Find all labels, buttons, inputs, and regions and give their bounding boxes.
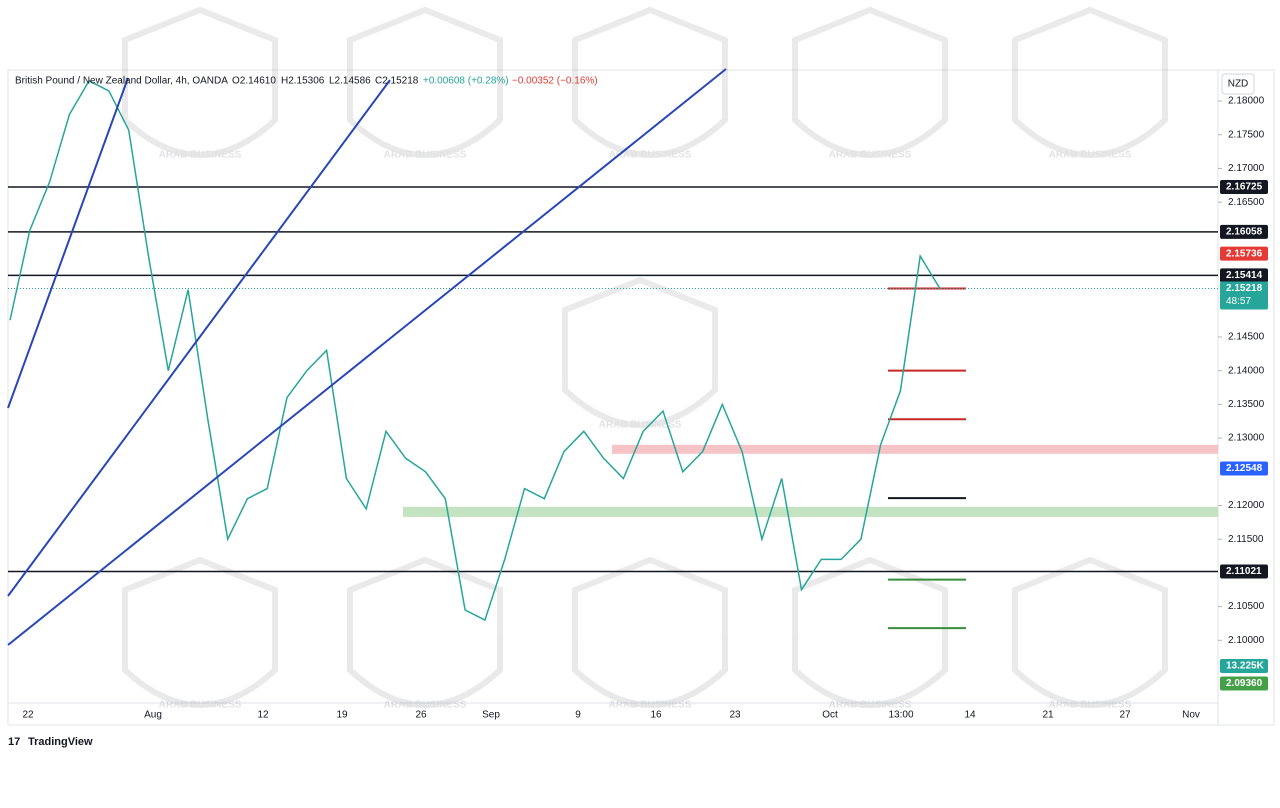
watermark: ARAB BUSINESS: [1012, 556, 1168, 711]
watermark-text: ARAB BUSINESS: [1049, 700, 1132, 711]
time-label: 14: [964, 710, 976, 721]
currency-button[interactable]: [1221, 73, 1255, 95]
watermark: ARAB BUSINESS: [347, 556, 503, 711]
time-label: 16: [650, 710, 662, 721]
price-badge-label: 2.16725: [1226, 182, 1263, 193]
currency[interactable]: NZD: [1228, 79, 1249, 90]
price-series: [9, 79, 941, 622]
watermark: ARAB BUSINESS: [122, 6, 278, 161]
price-badge-label: 2.11021: [1226, 566, 1262, 577]
brand: TradingView: [28, 736, 93, 748]
watermark-shield: [572, 556, 728, 708]
y-tick-label: 2.13000: [1228, 433, 1265, 444]
watermark: ARAB BUSINESS: [792, 556, 948, 711]
watermark: ARAB BUSINESS: [572, 556, 728, 711]
volume-badge: [1220, 659, 1268, 673]
trendline: [7, 68, 727, 646]
time-label: Aug: [144, 710, 162, 721]
time-label: 26: [415, 710, 427, 721]
y-tick-label: 2.18000: [1228, 96, 1265, 107]
price-badge-label: 2.15218: [1226, 283, 1263, 294]
y-tick-label: 2.10000: [1228, 635, 1265, 646]
watermark: ARAB BUSINESS: [792, 6, 948, 161]
price-badge: [1220, 281, 1268, 310]
time-label: 23: [729, 710, 741, 721]
watermark-text: ARAB BUSINESS: [829, 700, 912, 711]
ohlc-change-2: −0.00352 (−0.16%): [512, 76, 598, 87]
y-tick-label: 2.17000: [1228, 163, 1265, 174]
time-label: Sep: [482, 710, 500, 721]
y-tick-label: 2.12000: [1228, 500, 1265, 511]
y-tick-label: 2.14000: [1228, 365, 1265, 376]
price-badge: [1220, 268, 1268, 283]
time-label: 27: [1119, 710, 1131, 721]
y-tick-label: 2.16500: [1228, 197, 1265, 208]
watermark: ARAB BUSINESS: [1012, 6, 1168, 161]
watermark-text: ARAB BUSINESS: [609, 700, 692, 711]
y-tick-label: 2.11500: [1228, 534, 1264, 545]
ohlc-change: +0.00608 (+0.28%): [423, 76, 509, 87]
watermark-text: ARAB BUSINESS: [599, 420, 682, 431]
zone: [403, 506, 1218, 517]
time-label: 19: [336, 710, 348, 721]
ohlc-low: L2.14586: [329, 76, 371, 87]
price-badge: [1220, 676, 1268, 691]
watermark-shield: [347, 556, 503, 708]
y-tick-label: 2.13500: [1228, 399, 1265, 410]
countdown: 48:57: [1226, 296, 1251, 307]
price-axis: [1217, 69, 1275, 726]
price-badge: [1220, 461, 1268, 476]
trendline: [7, 77, 129, 409]
watermark-shield: [122, 556, 278, 708]
brand-logo: 17: [8, 736, 20, 748]
price-badge-label: 2.15414: [1226, 270, 1263, 281]
trendline: [7, 79, 391, 597]
ohlc-open: O2.14610: [232, 76, 276, 87]
y-tick-label: 2.17500: [1228, 129, 1265, 140]
y-tick-label: 2.10500: [1228, 601, 1265, 612]
watermark-text: ARAB BUSINESS: [159, 150, 242, 161]
price-badge-label: 2.12548: [1226, 463, 1263, 474]
time-label: 9: [575, 710, 581, 721]
watermark-text: ARAB BUSINESS: [159, 700, 242, 711]
price-badge: [1220, 224, 1268, 239]
price-badge: [1220, 179, 1268, 194]
watermark-text: ARAB BUSINESS: [384, 700, 467, 711]
watermark-shield: [1012, 6, 1168, 158]
watermark: ARAB BUSINESS: [122, 556, 278, 711]
watermark-shield: [792, 6, 948, 158]
price-badge-label: 2.09360: [1226, 678, 1263, 689]
zone: [612, 444, 1218, 454]
y-tick-label: 2.14500: [1228, 332, 1265, 343]
time-label: 12: [257, 710, 269, 721]
price-badge: [1220, 246, 1268, 261]
chart-pane: [7, 69, 1219, 726]
time-label: Nov: [1182, 710, 1200, 721]
volume-label: 13.225K: [1226, 661, 1265, 672]
time-label: 22: [22, 710, 34, 721]
watermark-text: ARAB BUSINESS: [609, 150, 692, 161]
price-badge-label: 2.15736: [1226, 248, 1263, 259]
ohlc-close: C2.15218: [375, 76, 419, 87]
watermark-text: ARAB BUSINESS: [829, 150, 912, 161]
time-label: Oct: [822, 710, 838, 721]
watermark-text: ARAB BUSINESS: [384, 150, 467, 161]
watermark-shield: [122, 6, 278, 158]
price-badge: [1220, 564, 1268, 579]
watermark: ARAB BUSINESS: [347, 6, 503, 161]
trendlines: [7, 68, 727, 646]
watermark-shield: [347, 6, 503, 158]
watermark-shield: [1012, 556, 1168, 708]
watermark-shield: [792, 556, 948, 708]
watermark-text: ARAB BUSINESS: [1049, 150, 1132, 161]
symbol: British Pound / New Zealand Dollar, 4h, …: [15, 76, 228, 87]
watermark: ARAB BUSINESS: [572, 6, 728, 161]
ohlc-high: H2.15306: [281, 76, 325, 87]
time-label: 13:00: [888, 710, 913, 721]
time-label: 21: [1042, 710, 1054, 721]
price-badge-label: 2.16058: [1226, 227, 1263, 238]
watermark-shield: [572, 6, 728, 158]
